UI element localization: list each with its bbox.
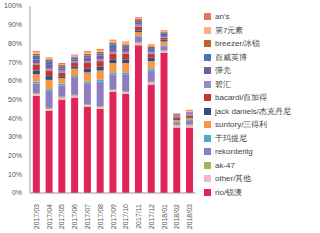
svg-text:90%: 90% — [8, 21, 22, 28]
svg-text:70%: 70% — [8, 59, 22, 66]
html-text:百威英博: 百威英博 — [215, 52, 247, 62]
svg-text:2017/10: 2017/10 — [122, 204, 129, 229]
html-text:弹壳: 弹壳 — [215, 66, 231, 76]
svg-text:20%: 20% — [8, 152, 22, 159]
svg-text:2017/07: 2017/07 — [84, 204, 91, 229]
html-text:an's: an's — [215, 12, 230, 22]
html-text:rio/锐澳: rio/锐澳 — [215, 187, 243, 197]
svg-text:2017/11: 2017/11 — [135, 204, 142, 229]
svg-text:2017/03: 2017/03 — [33, 204, 40, 229]
svg-text:2018/01: 2018/01 — [161, 204, 168, 229]
html-text:ak-47: ak-47 — [215, 160, 235, 170]
svg-text:2017/05: 2017/05 — [58, 204, 65, 229]
svg-text:2017/06: 2017/06 — [71, 204, 78, 229]
html-text:jack daniels/杰克丹尼: jack daniels/杰克丹尼 — [215, 106, 291, 116]
html-text:bacardi/百加得: bacardi/百加得 — [215, 93, 268, 103]
svg-text:2017/04: 2017/04 — [46, 204, 53, 229]
html-text:rekorderlig: rekorderlig — [215, 147, 253, 157]
html-text:other/其他: other/其他 — [215, 174, 252, 184]
html-text:breezer/冰锐: breezer/冰锐 — [215, 39, 261, 49]
svg-text:40%: 40% — [8, 115, 22, 122]
svg-text:50%: 50% — [8, 96, 22, 103]
svg-text:80%: 80% — [8, 40, 22, 47]
html-text:干玛提尼: 干玛提尼 — [215, 133, 247, 143]
svg-text:2017/08: 2017/08 — [97, 204, 104, 229]
html-text:suntory/三得利: suntory/三得利 — [215, 120, 268, 130]
svg-text:2017/09: 2017/09 — [110, 204, 117, 229]
html-text:第7元素: 第7元素 — [215, 25, 244, 35]
html-text:碧汇: 碧汇 — [215, 79, 231, 89]
svg-text:2018/02: 2018/02 — [173, 204, 180, 229]
svg-text:10%: 10% — [8, 171, 22, 178]
svg-text:100%: 100% — [8, 2, 22, 9]
svg-text:30%: 30% — [8, 133, 22, 140]
svg-text:2017/12: 2017/12 — [148, 204, 155, 229]
svg-text:0%: 0% — [12, 189, 22, 196]
svg-text:2018/03: 2018/03 — [186, 204, 193, 229]
svg-text:60%: 60% — [8, 77, 22, 84]
